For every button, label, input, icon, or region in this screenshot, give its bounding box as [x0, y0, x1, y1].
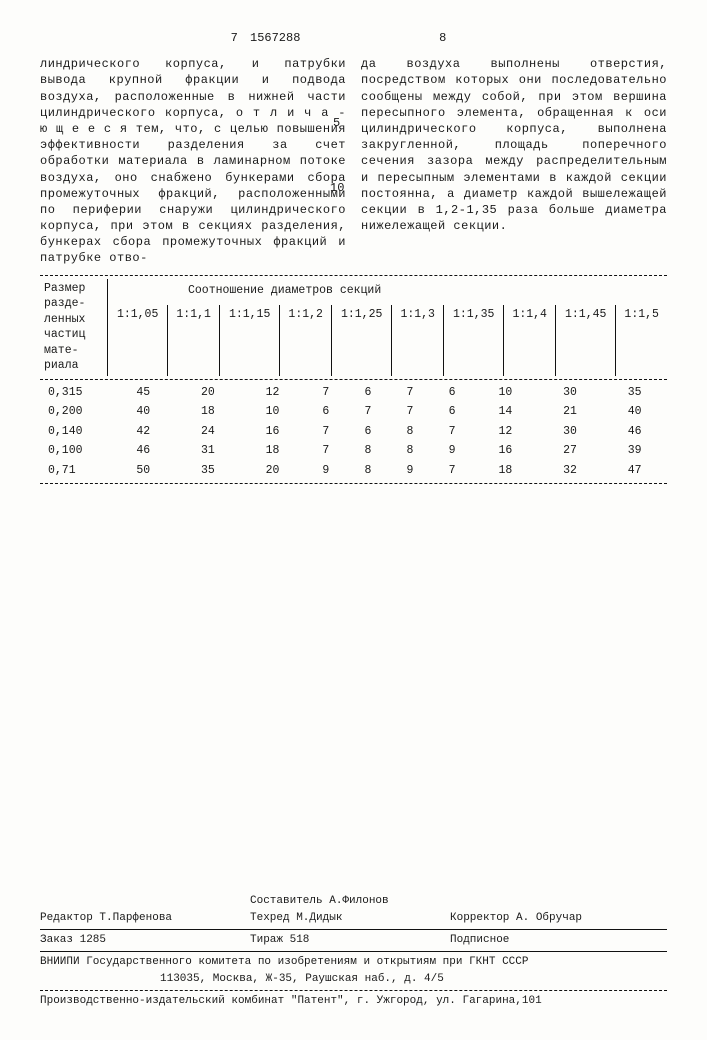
- body-text-columns: линдрического корпуса, и патрубки вывода…: [40, 56, 667, 266]
- compiler: Составитель А.Филонов: [250, 894, 419, 909]
- table-cell: 20: [240, 461, 305, 481]
- table-cell: 16: [473, 441, 538, 461]
- corrector: Корректор А. Обручар: [450, 911, 612, 926]
- footer-rule-3: [40, 990, 667, 991]
- page-number-right: 8: [339, 30, 668, 46]
- table-row: 0,2004018106776142140: [40, 402, 667, 422]
- table-cell: 35: [602, 383, 667, 403]
- subscription: Подписное: [450, 933, 539, 948]
- table-cell: 14: [473, 402, 538, 422]
- table-cell: 9: [431, 441, 473, 461]
- row-label: 0,315: [40, 383, 111, 403]
- editor: Редактор Т.Парфенова: [40, 911, 250, 926]
- order-number: Заказ 1285: [40, 933, 250, 948]
- table-cell: 6: [431, 383, 473, 403]
- page-header: 7 8: [40, 30, 667, 46]
- table-cell: 8: [347, 441, 389, 461]
- data-table: Размер разде- ленных частиц мате- риала …: [40, 275, 667, 485]
- table-cell: 30: [538, 422, 603, 442]
- table-row: 0,1004631187889162739: [40, 441, 667, 461]
- table-cell: 10: [240, 402, 305, 422]
- table-cell: 35: [176, 461, 241, 481]
- table-cell: 42: [111, 422, 176, 442]
- table-cell: 40: [602, 402, 667, 422]
- table-cell: 18: [240, 441, 305, 461]
- table-cell: 8: [347, 461, 389, 481]
- table-top-rule: [40, 275, 667, 276]
- col-ratio: 1:1,15: [220, 305, 280, 376]
- left-column-text: линдрического корпуса, и патрубки вывода…: [40, 56, 346, 266]
- table-cell: 47: [602, 461, 667, 481]
- col-ratio: 1:1,45: [556, 305, 616, 376]
- table-cell: 7: [431, 461, 473, 481]
- right-column-text: да воздуха выполнены отверстия, посредст…: [361, 56, 667, 266]
- document-number: 1567288: [250, 30, 300, 46]
- footer-block: Составитель А.Филонов Редактор Т.Парфено…: [40, 894, 667, 1008]
- table-cell: 9: [389, 461, 431, 481]
- table-cell: 50: [111, 461, 176, 481]
- table-cell: 6: [347, 383, 389, 403]
- line-number-10: 10: [330, 180, 344, 196]
- tirage: Тираж 518: [250, 933, 450, 948]
- table-row: 0,1404224167687123046: [40, 422, 667, 442]
- table-cell: 18: [176, 402, 241, 422]
- table-cell: 7: [431, 422, 473, 442]
- table-cell: 21: [538, 402, 603, 422]
- table-cell: 9: [305, 461, 347, 481]
- table-cell: 27: [538, 441, 603, 461]
- table-cell: 45: [111, 383, 176, 403]
- col-ratio: 1:1,5: [616, 305, 667, 376]
- col-ratio: 1:1,1: [168, 305, 220, 376]
- table-mid-rule: [40, 379, 667, 380]
- row-label: 0,100: [40, 441, 111, 461]
- table-cell: 7: [305, 441, 347, 461]
- table-cell: 30: [538, 383, 603, 403]
- row-label: 0,140: [40, 422, 111, 442]
- table-cell: 7: [305, 422, 347, 442]
- table-cell: 12: [240, 383, 305, 403]
- table-cell: 16: [240, 422, 305, 442]
- table-cell: 10: [473, 383, 538, 403]
- table-cell: 7: [347, 402, 389, 422]
- col-ratio: 1:1,35: [444, 305, 504, 376]
- table-cell: 46: [602, 422, 667, 442]
- table-cell: 40: [111, 402, 176, 422]
- table-cell: 6: [305, 402, 347, 422]
- table-cell: 7: [389, 383, 431, 403]
- table-cell: 8: [389, 441, 431, 461]
- table-cell: 46: [111, 441, 176, 461]
- address-2: Производственно-издательский комбинат "П…: [40, 994, 667, 1009]
- table-cell: 20: [176, 383, 241, 403]
- address-1: 113035, Москва, Ж-35, Раушская наб., д. …: [40, 972, 667, 987]
- table-cell: 39: [602, 441, 667, 461]
- col-ratio: 1:1,2: [280, 305, 332, 376]
- tech-editor: Техред М.Дидык: [250, 911, 450, 926]
- footer-rule-2: [40, 951, 667, 952]
- table-cell: 31: [176, 441, 241, 461]
- row-label: 0,71: [40, 461, 111, 481]
- table-row: 0,715035209897183247: [40, 461, 667, 481]
- table-cell: 8: [389, 422, 431, 442]
- table-cell: 7: [389, 402, 431, 422]
- organization: ВНИИПИ Государственного комитета по изоб…: [40, 955, 667, 970]
- row-label: 0,200: [40, 402, 111, 422]
- table-bottom-rule: [40, 483, 667, 484]
- ratio-group-header: Соотношение диаметров секций: [108, 279, 668, 305]
- col-ratio: 1:1,25: [332, 305, 392, 376]
- line-number-5: 5: [333, 115, 340, 131]
- table-cell: 32: [538, 461, 603, 481]
- col-ratio: 1:1,05: [108, 305, 168, 376]
- table-row: 0,3154520127676103035: [40, 383, 667, 403]
- row-header-label: Размер разде- ленных частиц мате- риала: [40, 279, 108, 376]
- footer-rule-1: [40, 929, 667, 930]
- table-cell: 18: [473, 461, 538, 481]
- table-cell: 12: [473, 422, 538, 442]
- table-cell: 7: [305, 383, 347, 403]
- col-ratio: 1:1,3: [392, 305, 444, 376]
- table-cell: 6: [431, 402, 473, 422]
- ratio-header-row: 1:1,05 1:1,1 1:1,15 1:1,2 1:1,25 1:1,3 1…: [40, 305, 667, 376]
- col-ratio: 1:1,4: [504, 305, 556, 376]
- table-cell: 6: [347, 422, 389, 442]
- table-cell: 24: [176, 422, 241, 442]
